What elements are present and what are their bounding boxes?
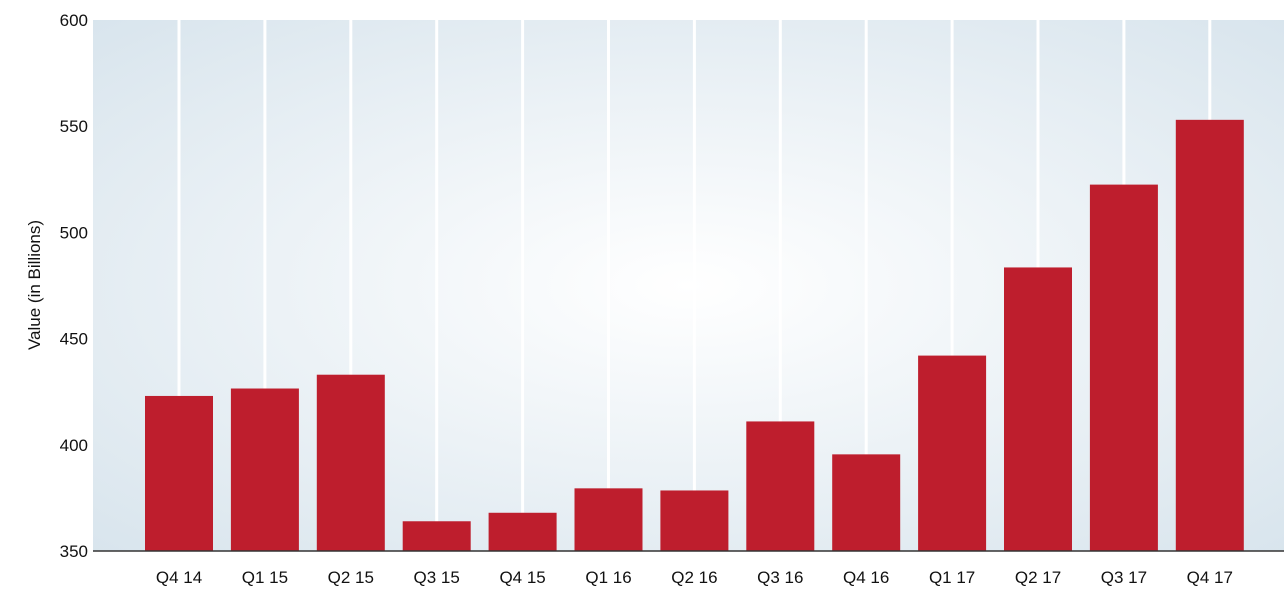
x-tick-label: Q2 15 xyxy=(328,568,374,587)
x-axis-labels: Q4 14 Q1 15 Q2 15 Q3 15 Q4 15 Q1 16 Q2 16 Q3 16… xyxy=(156,568,1233,587)
x-tick-label: Q1 16 xyxy=(585,568,631,587)
bar xyxy=(832,454,901,551)
bar xyxy=(316,374,385,551)
bar xyxy=(1175,119,1244,551)
y-axis-ticks: 350 400 450 500 550 600 xyxy=(60,11,88,561)
x-tick-label: Q1 15 xyxy=(242,568,288,587)
bar xyxy=(660,490,729,551)
x-tick-label: Q4 17 xyxy=(1187,568,1233,587)
bar xyxy=(1089,184,1158,552)
y-tick-label: 600 xyxy=(60,11,88,30)
bar xyxy=(918,355,987,551)
y-tick-label: 550 xyxy=(60,117,88,136)
x-tick-label: Q4 16 xyxy=(843,568,889,587)
x-tick-label: Q3 16 xyxy=(757,568,803,587)
x-tick-label: Q2 17 xyxy=(1015,568,1061,587)
y-axis-title: Value (in Billions) xyxy=(25,220,44,350)
bar xyxy=(746,421,815,551)
bars xyxy=(145,119,1244,552)
bar xyxy=(1004,267,1072,551)
y-tick-label: 500 xyxy=(60,223,88,242)
x-tick-label: Q3 15 xyxy=(414,568,460,587)
bar xyxy=(574,488,643,551)
bar xyxy=(488,512,557,551)
bar xyxy=(230,388,299,551)
y-tick-label: 450 xyxy=(60,330,88,349)
y-tick-label: 400 xyxy=(60,436,88,455)
bar xyxy=(402,521,471,551)
y-tick-label: 350 xyxy=(60,542,88,561)
x-tick-label: Q3 17 xyxy=(1101,568,1147,587)
bar xyxy=(145,395,213,551)
x-tick-label: Q4 15 xyxy=(499,568,545,587)
x-tick-label: Q4 14 xyxy=(156,568,202,587)
x-tick-label: Q2 16 xyxy=(671,568,717,587)
x-tick-label: Q1 17 xyxy=(929,568,975,587)
